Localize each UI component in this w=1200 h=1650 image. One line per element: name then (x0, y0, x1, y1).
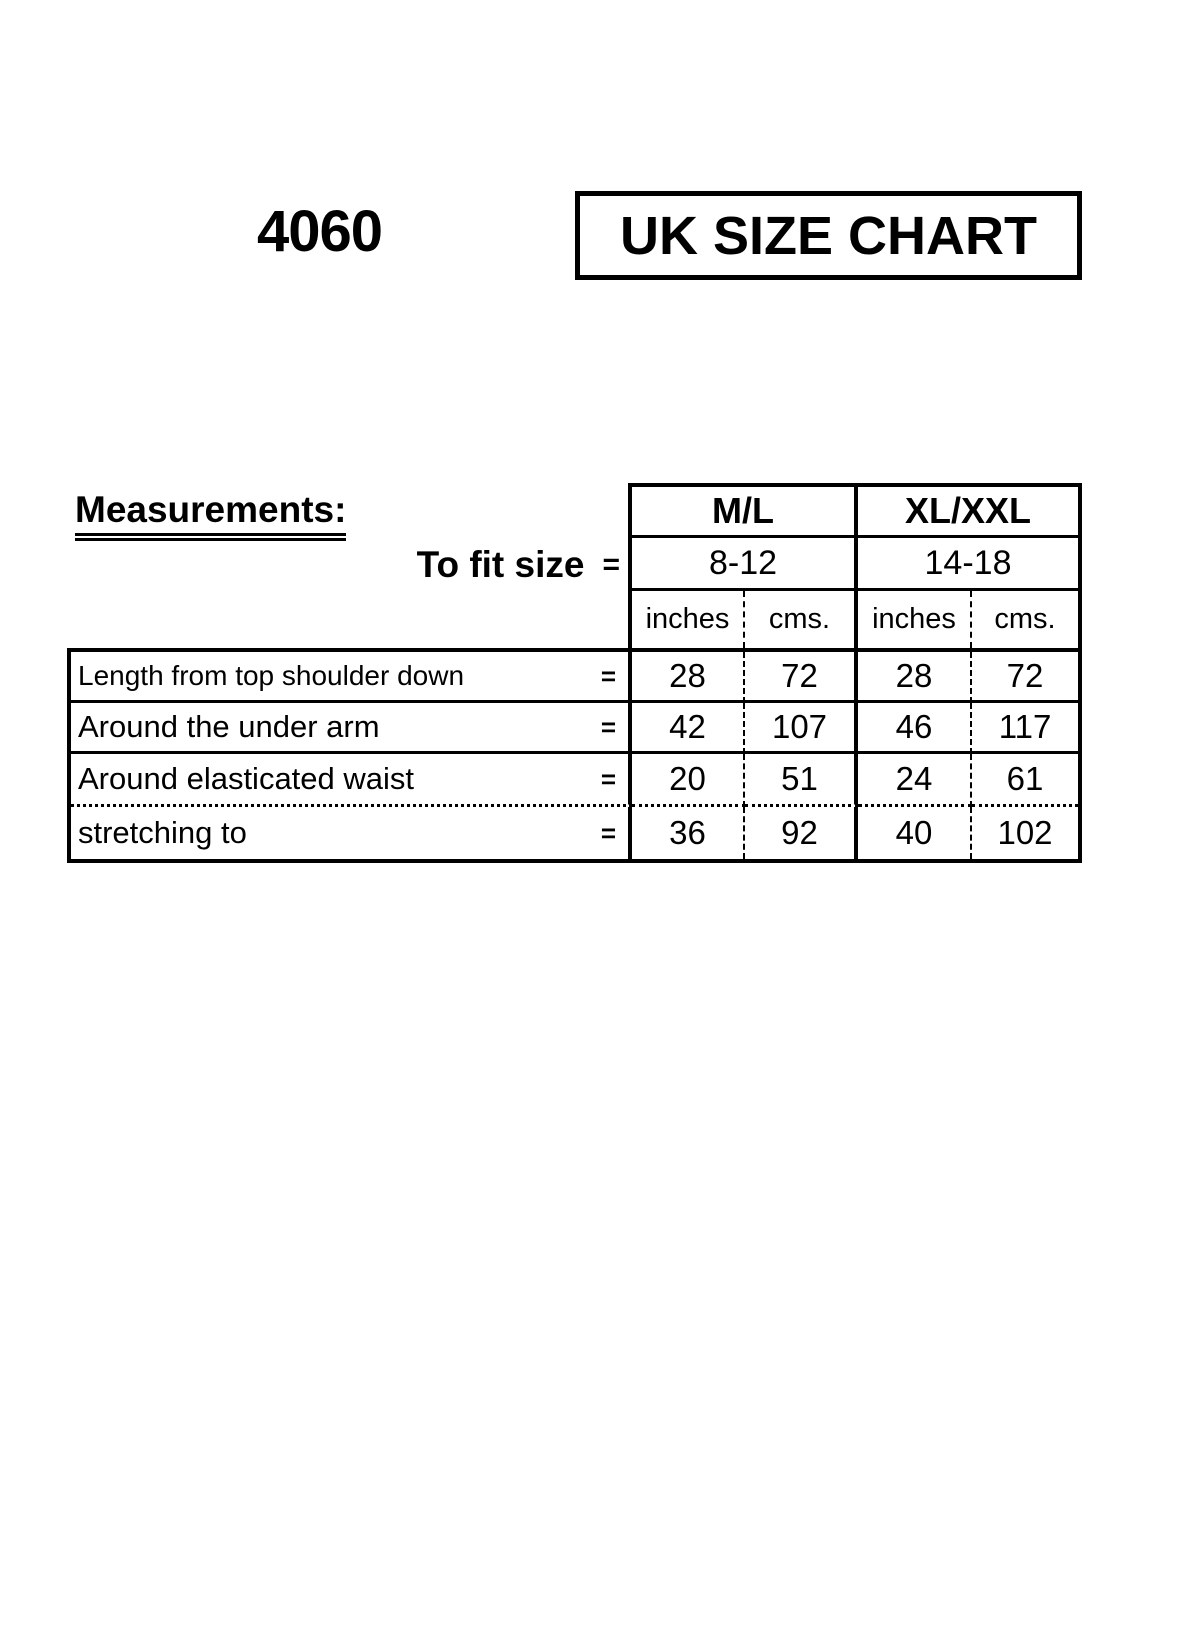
row-label-text: Around elasticated waist (78, 761, 415, 796)
value-cell: 20 (632, 754, 745, 807)
value-cell: 42 (632, 703, 745, 754)
unit-header-xlxxl-inches: inches (858, 591, 972, 648)
fit-range-xlxxl: 14-18 (858, 538, 1078, 591)
value-cell: 24 (858, 754, 972, 807)
row-label-text: stretching to (78, 815, 247, 850)
table-row-label: Around elasticated waist = (71, 754, 632, 807)
fit-range-ml: 8-12 (632, 538, 858, 591)
page-title: UK SIZE CHART (620, 205, 1037, 266)
style-number: 4060 (257, 199, 383, 264)
unit-header-ml-inches: inches (632, 591, 745, 648)
measurements-heading: Measurements: (75, 489, 347, 541)
value-cell: 61 (972, 754, 1078, 807)
value-cell: 92 (745, 807, 858, 859)
unit-header-ml-cms: cms. (745, 591, 858, 648)
equals-sign: = (600, 711, 616, 742)
row-label-text: Around the under arm (78, 709, 380, 744)
value-cell: 28 (632, 652, 745, 703)
value-cell: 40 (858, 807, 972, 859)
value-cell: 107 (745, 703, 858, 754)
value-cell: 28 (858, 652, 972, 703)
equals-sign: = (600, 660, 616, 691)
row-label-text: Length from top shoulder down (78, 660, 465, 691)
to-fit-size-label: To fit size (416, 543, 585, 585)
size-group-ml: M/L (632, 487, 858, 538)
value-cell: 72 (972, 652, 1078, 703)
value-cell: 102 (997, 814, 1053, 851)
title-box: UK SIZE CHART (575, 191, 1082, 280)
equals-sign: = (600, 763, 616, 794)
measurements-table: Length from top shoulder down = 28 72 28… (67, 648, 1082, 863)
table-row-label: Length from top shoulder down = (71, 652, 632, 703)
value-cell: 72 (745, 652, 858, 703)
to-fit-size-row: To fit size = (300, 538, 620, 591)
value-cell: 51 (745, 754, 858, 807)
size-header-table: M/L XL/XXL 8-12 14-18 inches cms. inches… (628, 483, 1082, 648)
size-group-xlxxl: XL/XXL (858, 487, 1078, 538)
unit-header-xlxxl-cms: cms. (994, 603, 1056, 635)
value-cell: 46 (858, 703, 972, 754)
table-row-label: Around the under arm = (71, 703, 632, 754)
value-cell: 117 (972, 703, 1078, 754)
equals-sign: = (602, 547, 620, 581)
equals-sign: = (600, 817, 616, 848)
value-cell: 36 (632, 807, 745, 859)
table-row-label: stretching to = (71, 807, 632, 859)
